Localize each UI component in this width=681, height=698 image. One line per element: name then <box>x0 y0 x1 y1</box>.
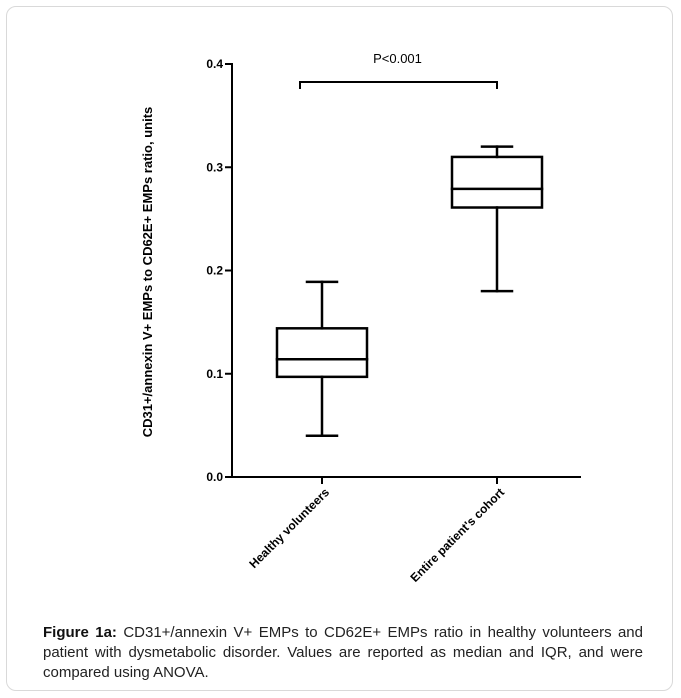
iqr-box <box>450 155 544 209</box>
box-plot-chart: CD31+/annexin V+ EMPs to CD62E+ EMPs rat… <box>140 51 581 585</box>
y-axis-label: CD31+/annexin V+ EMPs to CD62E+ EMPs rat… <box>140 107 155 438</box>
figure-caption: Figure 1a: CD31+/annexin V+ EMPs to CD62… <box>43 623 643 683</box>
significance-bracket: P<0.001 <box>299 51 498 89</box>
category-labels: Healthy volunteers Entire patient's cohor… <box>246 485 507 585</box>
p-value-label: P<0.001 <box>373 51 422 66</box>
figure-frame <box>6 6 673 691</box>
category-label: Entire patient's cohort <box>408 485 508 585</box>
category-label: Healthy volunteers <box>246 485 332 571</box>
axes <box>231 63 581 484</box>
y-tick-label: 0.3 <box>206 160 223 174</box>
y-tick-label: 0.1 <box>206 367 223 381</box>
y-tick-label: 0.0 <box>206 470 223 484</box>
box-1 <box>450 145 544 293</box>
iqr-box <box>275 327 369 379</box>
caption-text: CD31+/annexin V+ EMPs to CD62E+ EMPs rat… <box>43 624 643 681</box>
box-0 <box>275 280 369 437</box>
boxes <box>275 145 544 437</box>
y-tick-label: 0.4 <box>206 57 223 71</box>
y-tick-label: 0.2 <box>206 264 223 278</box>
caption-label: Figure 1a: <box>43 624 117 641</box>
y-ticks: 0.0 0.1 0.2 0.3 0.4 <box>206 57 233 484</box>
